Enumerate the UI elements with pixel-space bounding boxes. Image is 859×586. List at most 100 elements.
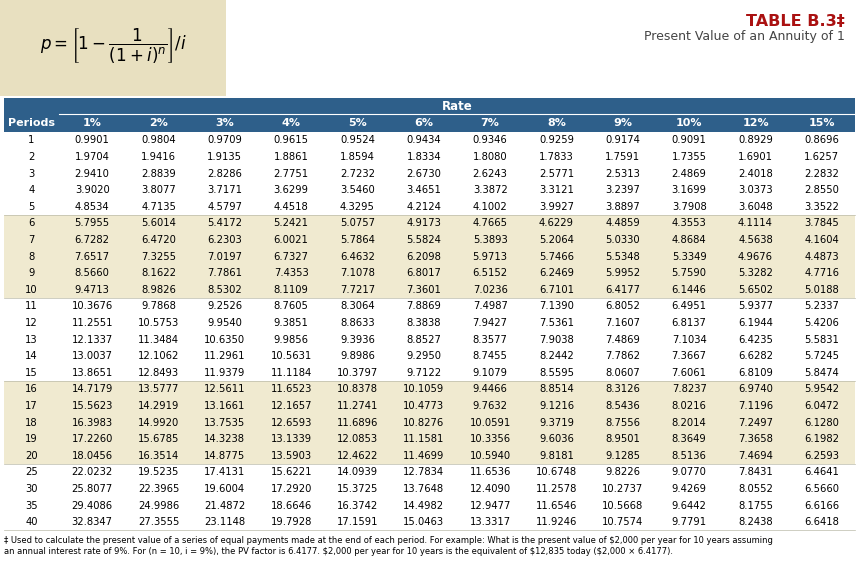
Text: 4.1604: 4.1604 [805,235,839,245]
Text: 27.3555: 27.3555 [137,517,180,527]
Text: 6.9740: 6.9740 [738,384,773,394]
Bar [4,149,855,165]
Text: 9.7632: 9.7632 [472,401,508,411]
Text: 3.3121: 3.3121 [539,185,574,195]
Text: 6.2469: 6.2469 [539,268,574,278]
Text: 11.6896: 11.6896 [337,417,378,428]
Text: 5.4206: 5.4206 [804,318,839,328]
Bar [0,0,226,96]
Text: 7.3601: 7.3601 [406,285,442,295]
Text: 6.7282: 6.7282 [75,235,110,245]
Text: 11.2741: 11.2741 [337,401,378,411]
Text: 5.2421: 5.2421 [274,219,308,229]
Text: 4.9173: 4.9173 [406,219,442,229]
Text: 4.3295: 4.3295 [340,202,375,212]
Text: 4.2124: 4.2124 [406,202,442,212]
Text: 4.5638: 4.5638 [738,235,773,245]
Text: 16.3514: 16.3514 [138,451,180,461]
Text: 14.3238: 14.3238 [204,434,246,444]
Text: 2.9410: 2.9410 [75,169,110,179]
Text: 13.1339: 13.1339 [271,434,312,444]
Text: Rate: Rate [442,100,472,113]
Text: 10.5753: 10.5753 [138,318,180,328]
Text: 3.9020: 3.9020 [75,185,110,195]
Text: 13.3317: 13.3317 [470,517,511,527]
Text: 19.7928: 19.7928 [271,517,312,527]
Text: 13.0037: 13.0037 [71,351,113,361]
Text: 8.7455: 8.7455 [472,351,508,361]
Text: 18.6646: 18.6646 [271,500,312,510]
Text: 8.3126: 8.3126 [606,384,640,394]
Bar [4,265,855,281]
Text: 1.8334: 1.8334 [406,152,442,162]
Text: 12.9477: 12.9477 [470,500,511,510]
Text: 8.1622: 8.1622 [141,268,176,278]
Text: 10.1059: 10.1059 [403,384,444,394]
Text: 8.2014: 8.2014 [672,417,707,428]
Bar [4,231,855,248]
Text: 5.9713: 5.9713 [472,251,508,261]
Text: 5.5824: 5.5824 [406,235,442,245]
Text: 12.6593: 12.6593 [271,417,312,428]
Text: 10.7574: 10.7574 [602,517,643,527]
Text: 13: 13 [25,335,38,345]
Text: 6.4632: 6.4632 [340,251,375,261]
Text: 5.0330: 5.0330 [606,235,640,245]
Text: 5: 5 [28,202,34,212]
Text: 15.6785: 15.6785 [137,434,180,444]
Text: 10.6748: 10.6748 [536,467,577,478]
Text: 11.3484: 11.3484 [138,335,179,345]
Text: 11.2961: 11.2961 [204,351,246,361]
Text: 6.4720: 6.4720 [141,235,176,245]
Text: 6.8109: 6.8109 [738,367,773,378]
Text: 9.1285: 9.1285 [606,451,640,461]
Text: 30: 30 [25,484,38,494]
Text: 15.5623: 15.5623 [71,401,113,411]
Text: 3.9927: 3.9927 [539,202,574,212]
Text: 7.7217: 7.7217 [340,285,375,295]
Text: 0.9615: 0.9615 [274,135,308,145]
Text: 6.6282: 6.6282 [738,351,773,361]
Text: 0.9709: 0.9709 [207,135,242,145]
Text: 14.8775: 14.8775 [204,451,246,461]
Text: 0.9346: 0.9346 [472,135,508,145]
Text: 11.2551: 11.2551 [71,318,113,328]
Bar [4,281,855,298]
Text: 5.7466: 5.7466 [539,251,574,261]
Text: 8.2438: 8.2438 [738,517,773,527]
Text: 2.5313: 2.5313 [606,169,640,179]
Text: 8.3838: 8.3838 [406,318,441,328]
Text: 5.3893: 5.3893 [472,235,508,245]
Text: 11.1184: 11.1184 [271,367,312,378]
Bar [4,331,855,348]
Text: 16: 16 [25,384,38,394]
Text: 10.0591: 10.0591 [470,417,511,428]
Text: 1.6257: 1.6257 [804,152,839,162]
Bar [4,348,855,364]
Text: 25.8077: 25.8077 [71,484,113,494]
Text: 9.7791: 9.7791 [672,517,707,527]
Text: 9.4466: 9.4466 [472,384,508,394]
Text: 7.9427: 7.9427 [472,318,508,328]
Bar [4,248,855,265]
Text: 2.2832: 2.2832 [804,169,839,179]
Text: 25: 25 [25,467,38,478]
Text: 3.7845: 3.7845 [805,219,839,229]
Text: 7.1390: 7.1390 [539,301,574,311]
Bar [4,447,855,464]
Text: 10: 10 [25,285,38,295]
Text: 7.1034: 7.1034 [672,335,707,345]
Text: 7.1607: 7.1607 [606,318,640,328]
Text: 20: 20 [25,451,38,461]
Bar [4,514,855,530]
Text: 9.3936: 9.3936 [340,335,375,345]
Text: 18.0456: 18.0456 [71,451,113,461]
Text: 12.5611: 12.5611 [204,384,246,394]
Text: 9.8226: 9.8226 [606,467,640,478]
Text: 5.0188: 5.0188 [805,285,839,295]
Text: 4.7135: 4.7135 [141,202,176,212]
Text: 17.2260: 17.2260 [71,434,113,444]
Text: 14.7179: 14.7179 [71,384,113,394]
Text: 5%: 5% [348,118,367,128]
Text: 0.9901: 0.9901 [75,135,110,145]
